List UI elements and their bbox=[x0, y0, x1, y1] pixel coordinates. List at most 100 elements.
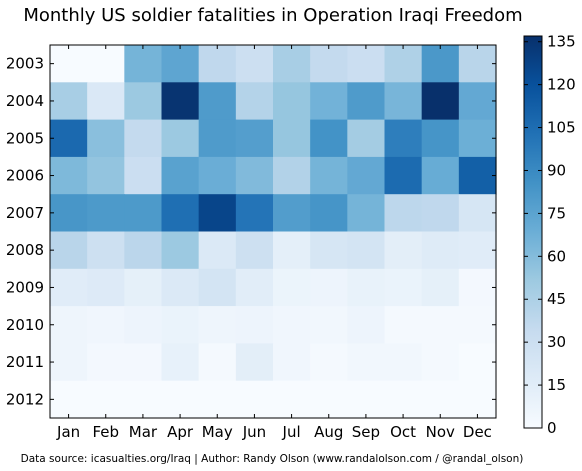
x-tick-label: Jul bbox=[282, 423, 301, 441]
heatmap-cell bbox=[310, 268, 348, 307]
heatmap-cell bbox=[421, 306, 460, 344]
heatmap-cell bbox=[384, 268, 423, 307]
heatmap-cell bbox=[273, 119, 311, 158]
heatmap-cell bbox=[198, 380, 237, 419]
x-tick-label: May bbox=[202, 423, 233, 441]
heatmap-cell bbox=[198, 194, 237, 233]
heatmap-cell bbox=[50, 82, 88, 121]
heatmap-cell bbox=[50, 156, 88, 195]
heatmap-cell bbox=[161, 268, 200, 307]
heatmap-cell bbox=[235, 119, 274, 158]
colorbar-tick-label: 0 bbox=[547, 419, 557, 437]
heatmap-cell bbox=[124, 343, 163, 382]
x-tick-label: Sep bbox=[352, 423, 380, 441]
y-axis-ticks: 2003 2004 2005 2006 2007 2008 2009 2010 2011 2012 bbox=[6, 55, 496, 408]
colorbar-tick-label: 135 bbox=[547, 33, 576, 51]
colorbar: 0 15 30 45 60 75 90 105 120 135 bbox=[523, 33, 576, 437]
heatmap-cell bbox=[347, 156, 386, 195]
heatmap-cell bbox=[161, 156, 200, 195]
heatmap-cell bbox=[384, 119, 423, 158]
heatmap-cell bbox=[235, 82, 274, 121]
heatmap-cell bbox=[161, 82, 200, 121]
heatmap-cell bbox=[161, 231, 200, 270]
heatmap-cell bbox=[124, 156, 163, 195]
colorbar-tick-label: 120 bbox=[547, 76, 576, 94]
heatmap-cell bbox=[458, 231, 497, 270]
heatmap-cell bbox=[124, 194, 163, 233]
y-tick-label: 2009 bbox=[6, 278, 44, 296]
heatmap-cell bbox=[273, 231, 311, 270]
colorbar-tick-label: 45 bbox=[547, 290, 566, 308]
x-tick-label: Apr bbox=[167, 423, 194, 441]
heatmap-cell bbox=[87, 306, 125, 344]
heatmap-cell bbox=[310, 194, 348, 233]
heatmap-cell bbox=[421, 45, 460, 83]
y-tick-label: 2008 bbox=[6, 241, 44, 259]
heatmap-cell bbox=[124, 306, 163, 344]
heatmap-cell bbox=[198, 343, 237, 382]
heatmap-cell bbox=[273, 306, 311, 344]
heatmap-cell bbox=[347, 194, 386, 233]
heatmap-cell bbox=[384, 380, 423, 419]
heatmap-cell bbox=[421, 380, 460, 419]
heatmap-cell bbox=[87, 156, 125, 195]
heatmap-cell bbox=[161, 306, 200, 344]
heatmap-cell bbox=[50, 380, 88, 419]
heatmap-cell bbox=[458, 343, 497, 382]
colorbar-tick-label: 75 bbox=[547, 204, 566, 222]
heatmap-cell bbox=[87, 82, 125, 121]
y-tick-label: 2011 bbox=[6, 353, 44, 371]
y-tick-label: 2012 bbox=[6, 390, 44, 408]
x-tick-label: Aug bbox=[314, 423, 343, 441]
heatmap-cell bbox=[310, 156, 348, 195]
y-tick-label: 2004 bbox=[6, 92, 44, 110]
x-tick-label: Dec bbox=[463, 423, 492, 441]
heatmap-cell bbox=[50, 45, 88, 83]
heatmap-cell bbox=[235, 231, 274, 270]
x-tick-label: Jun bbox=[242, 423, 266, 441]
x-tick-label: Mar bbox=[129, 423, 158, 441]
heatmap-cell bbox=[50, 306, 88, 344]
heatmap-cell bbox=[421, 82, 460, 121]
heatmap-cell bbox=[161, 45, 200, 83]
heatmap-cell bbox=[310, 306, 348, 344]
heatmap-cell bbox=[198, 268, 237, 307]
colorbar-tick-label: 90 bbox=[547, 161, 566, 179]
heatmap-cell bbox=[384, 82, 423, 121]
x-tick-label: Feb bbox=[92, 423, 119, 441]
y-tick-label: 2010 bbox=[6, 316, 44, 334]
heatmap-cell bbox=[87, 194, 125, 233]
heatmap-cell bbox=[50, 194, 88, 233]
heatmap-cell bbox=[421, 268, 460, 307]
heatmap-cell bbox=[310, 82, 348, 121]
heatmap-cell bbox=[347, 343, 386, 382]
heatmap-cell bbox=[235, 45, 274, 83]
heatmap-cell bbox=[124, 380, 163, 419]
heatmap-cell bbox=[384, 231, 423, 270]
heatmap-cell bbox=[384, 194, 423, 233]
colorbar-tick-label: 105 bbox=[547, 119, 576, 137]
heatmap-cell bbox=[347, 268, 386, 307]
heatmap-cell bbox=[161, 119, 200, 158]
heatmap-cell bbox=[384, 156, 423, 195]
heatmap-cell bbox=[87, 231, 125, 270]
heatmap-cells bbox=[50, 45, 497, 419]
heatmap-cell bbox=[124, 82, 163, 121]
heatmap-cell bbox=[458, 156, 497, 195]
colorbar-tick-label: 30 bbox=[547, 333, 566, 351]
heatmap-cell bbox=[458, 194, 497, 233]
heatmap-cell bbox=[310, 119, 348, 158]
heatmap-cell bbox=[421, 194, 460, 233]
heatmap-cell bbox=[124, 119, 163, 158]
heatmap-cell bbox=[198, 82, 237, 121]
chart-title: Monthly US soldier fatalities in Operati… bbox=[23, 5, 522, 26]
heatmap-cell bbox=[347, 45, 386, 83]
colorbar-tick-label: 15 bbox=[547, 376, 566, 394]
heatmap-cell bbox=[458, 119, 497, 158]
heatmap-cell bbox=[310, 45, 348, 83]
heatmap-cell bbox=[87, 343, 125, 382]
heatmap-cell bbox=[235, 268, 274, 307]
heatmap-cell bbox=[310, 231, 348, 270]
heatmap-cell bbox=[347, 306, 386, 344]
heatmap-cell bbox=[87, 380, 125, 419]
